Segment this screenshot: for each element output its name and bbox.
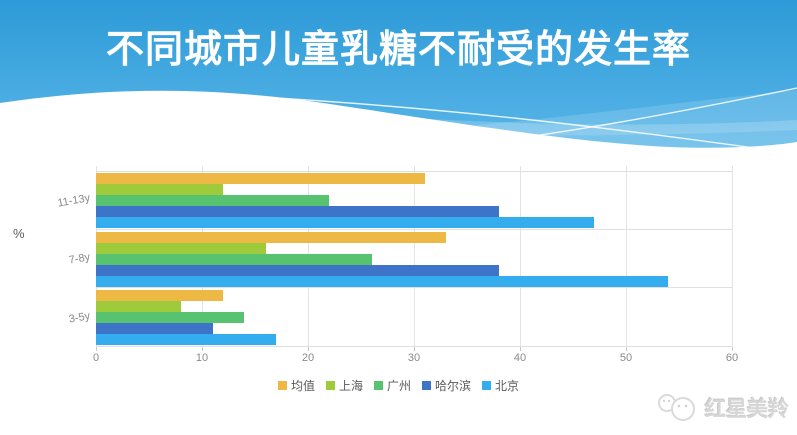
bar-均值-3-5y [96,290,224,302]
plot-area [96,166,733,351]
legend-swatch [482,381,492,390]
axis-tick [96,347,97,351]
legend: 均值 上海 广州 哈尔滨 北京 [0,377,797,394]
legend-label: 哈尔滨 [435,379,472,393]
axis-tick [626,347,627,351]
x-tick-label: 0 [92,352,100,364]
bar-哈尔滨-11-13y [96,205,499,217]
page-title: 不同城市儿童乳糖不耐受的发生率 [105,29,691,71]
legend-swatch [325,381,335,390]
legend-label: 上海 [338,379,363,393]
axis-tick [308,347,309,351]
category-label: 11-13y [56,192,92,210]
gridline [414,166,415,347]
bar-广州-7-8y [96,253,372,265]
axis-line [96,346,732,347]
bar-哈尔滨-7-8y [96,264,499,276]
bar-均值-7-8y [96,231,446,243]
bar-广州-3-5y [96,312,245,324]
bar-均值-11-13y [96,172,425,184]
x-tick-label: 30 [407,352,421,364]
axis-line [96,287,732,289]
header-wave-background [0,0,797,170]
legend-swatch [373,381,383,390]
gridline [520,166,521,347]
watermark-text: 红星美羚 [705,398,789,421]
category-label: 7-8y [67,251,92,267]
bar-北京-7-8y [96,275,669,287]
legend-label: 北京 [495,379,520,393]
axis-tick [202,347,203,351]
x-tick-label: 50 [619,352,633,364]
bar-上海-11-13y [96,183,224,195]
axis-tick [520,347,521,351]
y-axis-label: % [13,226,25,241]
goat-logo-icon [658,394,695,421]
bar-上海-7-8y [96,242,266,254]
legend-label: 广州 [386,379,411,393]
bar-广州-11-13y [96,194,330,206]
bar-北京-3-5y [96,334,277,346]
bar-北京-11-13y [96,216,595,228]
bar-哈尔滨-3-5y [96,323,213,335]
axis-line [96,171,732,172]
x-tick-label: 60 [725,352,739,364]
legend-item-哈尔滨: 哈尔滨 [422,377,471,394]
category-label: 3-5y [67,309,92,326]
gridline [626,166,627,347]
legend-item-上海: 上海 [325,377,363,394]
watermark: 红星美羚 [655,392,789,424]
axis-tick [414,347,415,351]
axis-line [96,228,732,230]
legend-swatch [277,381,287,390]
gridline [732,166,733,347]
legend-item-均值: 均值 [277,377,315,394]
legend-label: 均值 [290,379,315,393]
axis-tick [732,347,733,351]
legend-item-北京: 北京 [482,377,519,394]
legend-item-广州: 广州 [373,377,411,394]
x-tick-label: 20 [301,352,315,364]
x-tick-label: 10 [195,352,209,364]
legend-swatch [422,381,431,390]
x-tick-label: 40 [513,352,527,364]
bar-上海-3-5y [96,301,181,313]
